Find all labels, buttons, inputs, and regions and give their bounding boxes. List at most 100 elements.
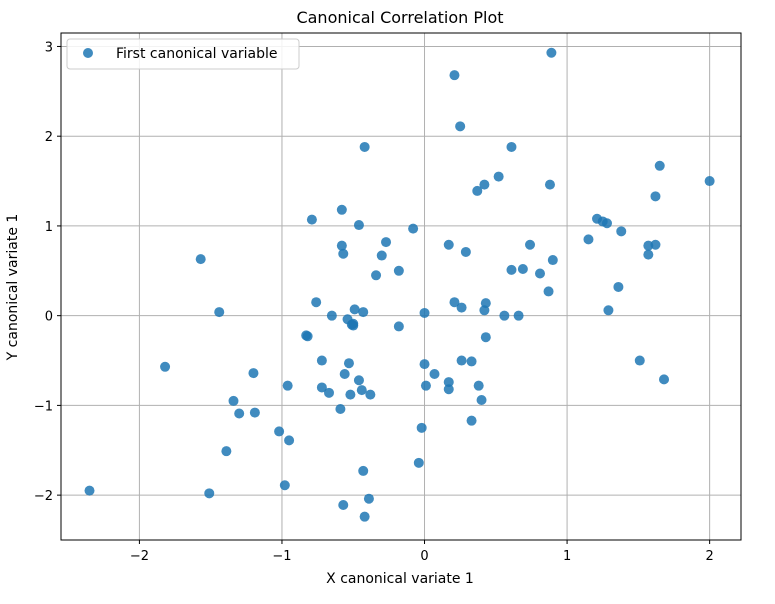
data-point bbox=[443, 384, 454, 395]
data-point bbox=[324, 387, 335, 398]
data-point bbox=[311, 297, 322, 308]
data-point bbox=[326, 310, 337, 321]
data-point bbox=[472, 185, 483, 196]
data-point bbox=[376, 250, 387, 261]
data-point bbox=[365, 389, 376, 400]
y-tick-label: 1 bbox=[45, 220, 53, 235]
data-point bbox=[338, 248, 349, 259]
data-point bbox=[335, 403, 346, 414]
x-tick-label: 0 bbox=[420, 549, 428, 564]
data-point bbox=[546, 47, 557, 58]
data-point bbox=[643, 249, 654, 260]
y-tick-label: 0 bbox=[45, 310, 53, 325]
data-point bbox=[616, 226, 627, 237]
data-point bbox=[650, 191, 661, 202]
data-point bbox=[359, 141, 370, 152]
data-point bbox=[363, 493, 374, 504]
data-point bbox=[204, 488, 215, 499]
data-points bbox=[84, 47, 715, 522]
data-point bbox=[84, 485, 95, 496]
data-point bbox=[419, 359, 430, 370]
chart-title: Canonical Correlation Plot bbox=[296, 8, 503, 27]
data-point bbox=[583, 234, 594, 245]
data-point bbox=[353, 220, 364, 231]
data-point bbox=[634, 355, 645, 366]
data-point bbox=[419, 307, 430, 318]
data-point bbox=[306, 214, 317, 225]
tick-labels: −2 −1 0 1 2 −2 −1 0 1 2 3 bbox=[34, 40, 714, 564]
data-point bbox=[358, 307, 369, 318]
data-point bbox=[650, 239, 661, 250]
data-point bbox=[393, 265, 404, 276]
data-point bbox=[359, 511, 370, 522]
data-point bbox=[443, 239, 454, 250]
data-point bbox=[371, 270, 382, 281]
data-point bbox=[356, 385, 367, 396]
data-point bbox=[429, 368, 440, 379]
data-point bbox=[456, 302, 467, 313]
data-point bbox=[513, 310, 524, 321]
y-axis-label: Y canonical variate 1 bbox=[5, 214, 21, 362]
legend-marker bbox=[83, 48, 93, 58]
y-tick-label: −1 bbox=[34, 399, 53, 414]
data-point bbox=[479, 179, 490, 190]
data-point bbox=[248, 368, 259, 379]
data-point bbox=[547, 255, 558, 266]
data-point bbox=[302, 331, 313, 342]
data-point bbox=[506, 141, 517, 152]
data-point bbox=[228, 395, 239, 406]
data-point bbox=[408, 223, 419, 234]
data-point bbox=[456, 355, 467, 366]
data-point bbox=[480, 298, 491, 309]
data-point bbox=[336, 240, 347, 251]
data-point bbox=[282, 380, 293, 391]
data-point bbox=[543, 286, 554, 297]
data-point bbox=[603, 305, 614, 316]
data-point bbox=[160, 361, 171, 372]
data-point bbox=[525, 239, 536, 250]
data-point bbox=[279, 480, 290, 491]
data-point bbox=[234, 408, 245, 419]
data-point bbox=[336, 204, 347, 215]
x-tick-label: −2 bbox=[130, 549, 149, 564]
data-point bbox=[413, 457, 424, 468]
legend-box bbox=[66, 38, 300, 70]
data-point bbox=[704, 176, 715, 187]
data-point bbox=[353, 375, 364, 386]
data-point bbox=[214, 307, 225, 318]
data-point bbox=[499, 310, 510, 321]
data-point bbox=[345, 389, 356, 400]
data-point bbox=[420, 380, 431, 391]
data-point bbox=[534, 268, 545, 279]
data-point bbox=[416, 422, 427, 433]
data-point bbox=[349, 304, 360, 315]
data-point bbox=[480, 332, 491, 343]
legend-label: First canonical variable bbox=[116, 46, 278, 62]
data-point bbox=[221, 446, 232, 457]
data-point bbox=[358, 465, 369, 476]
data-point bbox=[659, 374, 670, 385]
data-point bbox=[449, 297, 460, 308]
data-point bbox=[466, 415, 477, 426]
data-point bbox=[316, 382, 327, 393]
y-tick-label: −2 bbox=[34, 489, 53, 504]
data-point bbox=[517, 264, 528, 275]
data-point bbox=[601, 218, 612, 229]
data-point bbox=[544, 179, 555, 190]
data-point bbox=[506, 264, 517, 275]
x-tick-label: 1 bbox=[563, 549, 571, 564]
data-point bbox=[338, 500, 349, 511]
data-point bbox=[343, 358, 354, 369]
data-point bbox=[195, 254, 206, 265]
data-point bbox=[473, 380, 484, 391]
x-tick-label: 2 bbox=[705, 549, 713, 564]
x-axis-label: X canonical variate 1 bbox=[326, 571, 474, 587]
data-point bbox=[316, 355, 327, 366]
data-point bbox=[449, 70, 460, 81]
legend: First canonical variable bbox=[66, 38, 300, 70]
data-point bbox=[348, 318, 359, 329]
data-point bbox=[339, 368, 350, 379]
data-point bbox=[249, 407, 260, 418]
data-point bbox=[460, 246, 471, 257]
